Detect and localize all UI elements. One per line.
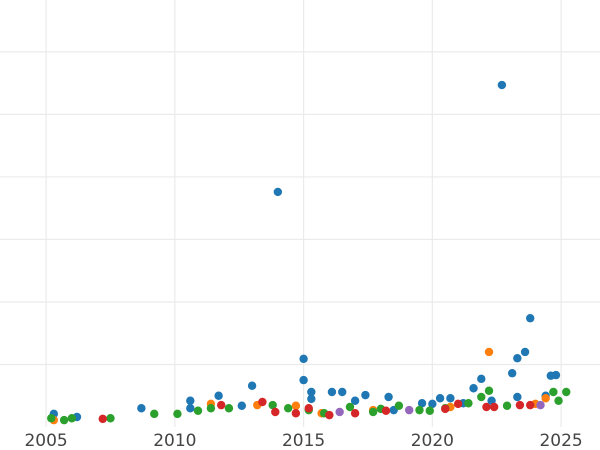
- point: [224, 404, 234, 413]
- x-tick-label: 2010: [153, 431, 196, 450]
- point: [307, 394, 316, 404]
- point: [345, 402, 355, 412]
- point: [327, 387, 337, 397]
- point: [482, 402, 491, 412]
- point: [394, 401, 404, 410]
- x-tick-label: 2025: [539, 431, 582, 450]
- point: [350, 396, 360, 405]
- point: [291, 409, 301, 418]
- point: [515, 400, 525, 410]
- point: [526, 314, 535, 323]
- point: [428, 399, 437, 409]
- point: [271, 407, 280, 417]
- x-tick-label: 2020: [411, 431, 454, 450]
- point: [489, 402, 499, 412]
- point: [513, 392, 522, 402]
- point: [469, 384, 478, 393]
- point: [368, 407, 378, 417]
- point: [554, 396, 563, 405]
- point: [186, 404, 195, 413]
- point: [67, 414, 77, 423]
- point: [137, 404, 146, 413]
- x-tick-label: 2015: [282, 431, 325, 450]
- point: [193, 406, 203, 415]
- point: [350, 409, 360, 418]
- point: [338, 387, 347, 397]
- point: [273, 187, 283, 197]
- point: [59, 415, 69, 425]
- point: [283, 404, 293, 413]
- point: [541, 394, 550, 403]
- point: [186, 396, 195, 405]
- point: [150, 409, 159, 419]
- point: [258, 397, 267, 407]
- point: [484, 386, 494, 395]
- point: [497, 80, 507, 90]
- point: [513, 354, 522, 363]
- point: [502, 401, 512, 410]
- point: [206, 404, 216, 413]
- point: [325, 410, 334, 420]
- point: [526, 400, 535, 410]
- point: [304, 404, 313, 413]
- point: [361, 390, 370, 400]
- point: [446, 394, 455, 403]
- point: [307, 387, 316, 397]
- point: [384, 392, 393, 402]
- point: [435, 394, 445, 403]
- point: [477, 392, 486, 402]
- point: [106, 414, 115, 423]
- point: [415, 405, 424, 415]
- point: [404, 405, 414, 415]
- point: [536, 400, 545, 410]
- point: [247, 381, 257, 390]
- point: [98, 414, 107, 424]
- point: [237, 401, 247, 410]
- point: [299, 354, 308, 364]
- point: [268, 400, 277, 410]
- point: [291, 401, 301, 410]
- point: [441, 404, 450, 414]
- point: [453, 399, 463, 409]
- point: [507, 369, 517, 378]
- point: [551, 370, 561, 380]
- point: [562, 387, 571, 397]
- point: [217, 400, 226, 410]
- point: [173, 409, 182, 419]
- point: [417, 399, 427, 408]
- point: [214, 391, 223, 400]
- point: [425, 406, 434, 415]
- point: [549, 387, 558, 397]
- x-tick-label: 2005: [24, 431, 67, 450]
- point: [381, 406, 391, 415]
- point: [47, 414, 56, 423]
- point: [299, 375, 308, 385]
- point: [484, 347, 494, 357]
- point: [477, 374, 486, 384]
- point: [520, 347, 530, 357]
- point: [464, 399, 473, 408]
- point: [335, 407, 344, 417]
